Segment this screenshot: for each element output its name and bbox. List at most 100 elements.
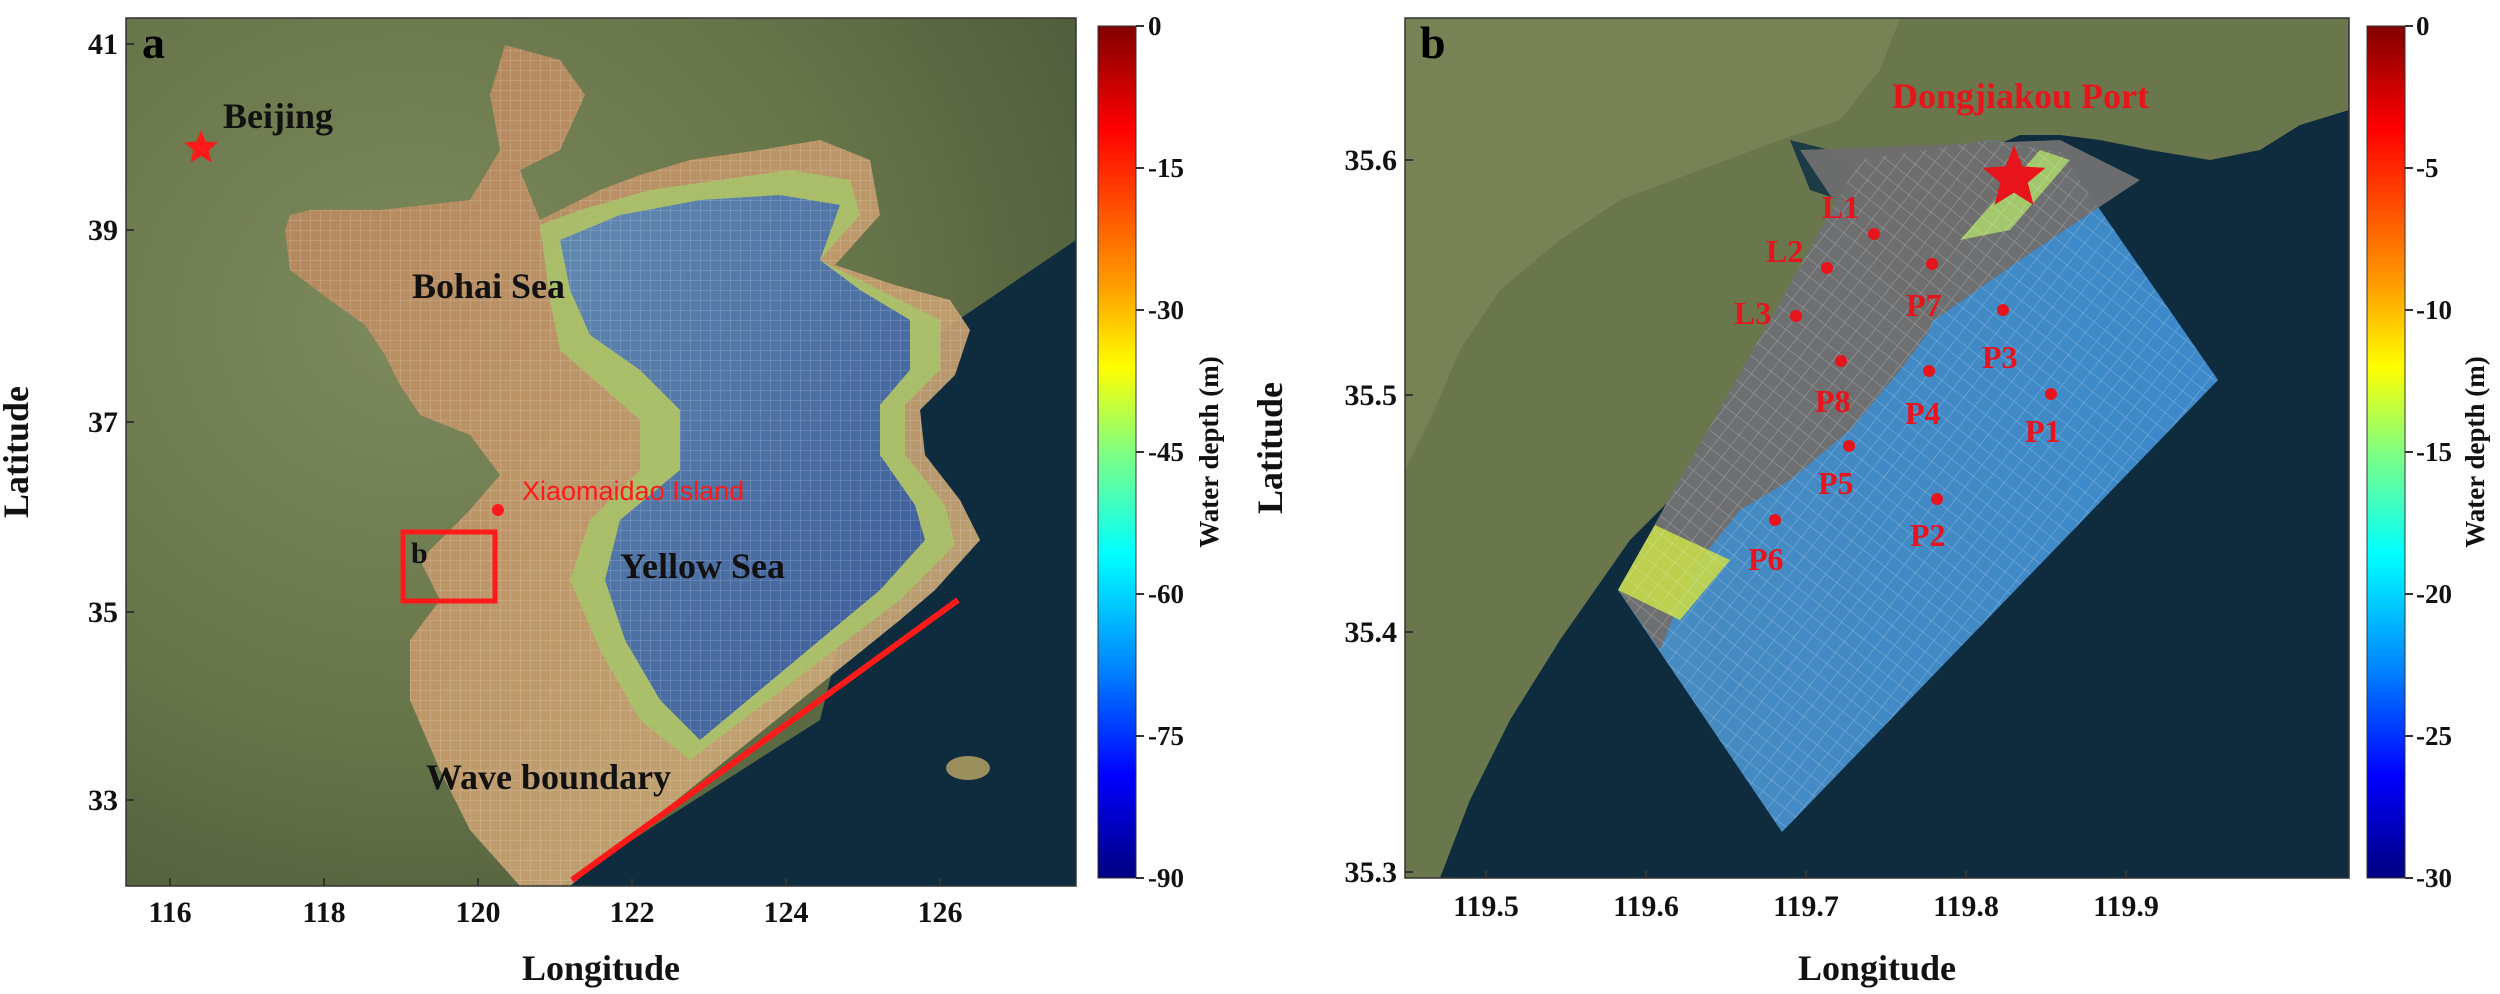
x-tick-label: 119.9: [2093, 890, 2159, 923]
point-label: P2: [1910, 517, 1946, 553]
point-marker-icon: [1835, 355, 1847, 367]
colorbar-tick-label: -75: [1148, 721, 1184, 751]
inset-b-label: b: [411, 537, 428, 570]
east-sea: [560, 240, 1076, 886]
inset-box-icon: [400, 529, 498, 604]
panel-a: Beijing Bohai Sea Yellow Sea Xiaomaidao …: [0, 11, 1224, 988]
point-marker-icon: [2045, 388, 2057, 400]
beijing-label: Beijing: [223, 96, 333, 136]
port-star-icon: [1982, 145, 2046, 205]
panel-a-x-title: Longitude: [522, 948, 680, 988]
colorbar-tick-label: -10: [2416, 295, 2452, 325]
panel-b-frame: [1404, 17, 2350, 879]
x-tick-label: 124: [764, 896, 809, 929]
panel-a-y-title: Latitude: [0, 386, 36, 518]
point-label: P7: [1906, 287, 1942, 323]
panel-a-letter: a: [142, 17, 165, 68]
point-markers: [1769, 228, 2057, 526]
panel-b-colorbar: [2366, 25, 2406, 879]
point-label: P1: [2025, 413, 2061, 449]
bohai-sea-label: Bohai Sea: [412, 266, 565, 306]
panel-a-colorbar-label: Water depth (m): [1194, 356, 1224, 547]
point-label: P6: [1748, 541, 1784, 577]
x-tick-label: 116: [148, 896, 191, 929]
grid-lines: [1618, 140, 2218, 832]
panel-a-frame: [125, 17, 1077, 887]
colorbar-tick-label: -20: [2416, 579, 2452, 609]
point-marker-icon: [1931, 493, 1943, 505]
x-tick-label: 118: [302, 896, 345, 929]
point-label: L1: [1822, 189, 1859, 225]
panel-a-colorbar: [1097, 25, 1137, 879]
mesh-deep-grid: [560, 195, 925, 740]
x-tick-label: 120: [456, 896, 501, 929]
panel-b-y-ticks: 35.6 35.5 35.4 35.3: [1345, 144, 1413, 889]
colorbar-tick-label: -45: [1148, 437, 1184, 467]
xiaomaidao-label: Xiaomaidao Island: [522, 476, 744, 506]
x-tick-label: 119.6: [1613, 890, 1679, 923]
point-label: L3: [1734, 295, 1771, 331]
y-tick-label: 35.4: [1345, 616, 1398, 649]
panel-b: L1 L2 L3 P7 P3 P8 P4 P1 P5 P2 P6 Dongjiakou Port b…: [1250, 11, 2490, 988]
point-marker-icon: [1926, 258, 1938, 270]
point-label: P5: [1818, 465, 1854, 501]
panel-b-colorbar-ticks: 0 -5 -10 -15 -20 -25 -30: [2405, 11, 2452, 893]
point-marker-icon: [1997, 304, 2009, 316]
panel-a-map: Beijing Bohai Sea Yellow Sea Xiaomaidao …: [126, 17, 1076, 886]
land-area: [1405, 18, 2349, 878]
colorbar-tick-label: -30: [2416, 863, 2452, 893]
point-marker-icon: [1868, 228, 1880, 240]
point-marker-icon: [1769, 514, 1781, 526]
xiaomaidao-marker: [492, 504, 504, 516]
point-label: P3: [1982, 339, 2018, 375]
point-marker-icon: [1790, 310, 1802, 322]
colorbar-tick-label: -90: [1148, 863, 1184, 893]
y-tick-label: 35: [88, 596, 118, 629]
x-tick-label: 119.7: [1773, 890, 1839, 923]
panel-a-y-ticks: 41 39 37 35 33: [88, 28, 134, 817]
colorbar-tick-label: -15: [2416, 437, 2452, 467]
x-tick-label: 119.8: [1933, 890, 1999, 923]
jeju-island: [946, 756, 990, 780]
colorbar-tick-label: -30: [1148, 295, 1184, 325]
colorbar-tick-label: -15: [1148, 153, 1184, 183]
star-marker-icon: [183, 130, 219, 163]
point-marker-icon: [1923, 365, 1935, 377]
y-tick-label: 39: [88, 214, 118, 247]
x-tick-label: 119.5: [1453, 890, 1519, 923]
colorbar-tick-label: 0: [1148, 11, 1162, 41]
panel-a-colorbar-ticks: 0 -15 -30 -45 -60 -75 -90: [1136, 11, 1184, 893]
y-tick-label: 35.3: [1345, 856, 1398, 889]
colorbar-tick-label: -60: [1148, 579, 1184, 609]
panel-b-x-title: Longitude: [1798, 948, 1956, 988]
panel-b-map: L1 L2 L3 P7 P3 P8 P4 P1 P5 P2 P6 Dongjiakou Port b: [1405, 17, 2349, 878]
wave-boundary-label: Wave boundary: [426, 757, 671, 797]
panel-b-y-title: Latitude: [1250, 382, 1290, 514]
y-tick-label: 37: [88, 406, 118, 439]
colorbar-tick-label: 0: [2416, 11, 2430, 41]
y-tick-label: 35.5: [1345, 379, 1398, 412]
wave-boundary-line: [570, 597, 960, 883]
panel-b-letter: b: [1420, 17, 1446, 68]
point-marker-icon: [1821, 262, 1833, 274]
port-label: Dongjiakou Port: [1892, 76, 2149, 116]
point-label: L2: [1766, 233, 1803, 269]
point-label: P4: [1905, 395, 1941, 431]
land-detail: [1405, 18, 1900, 470]
point-label: P8: [1815, 383, 1851, 419]
panel-a-x-ticks: 116 118 120 122 124 126: [148, 878, 963, 929]
colorbar-tick-label: -25: [2416, 721, 2452, 751]
x-tick-label: 126: [918, 896, 963, 929]
y-tick-label: 33: [88, 784, 118, 817]
colorbar-tick-label: -5: [2416, 153, 2439, 183]
x-tick-label: 122: [610, 896, 655, 929]
panel-b-colorbar-label: Water depth (m): [2460, 356, 2490, 547]
yellow-sea-label: Yellow Sea: [620, 546, 785, 586]
point-labels: L1 L2 L3 P7 P3 P8 P4 P1 P5 P2 P6: [1734, 189, 2061, 577]
point-marker-icon: [1843, 440, 1855, 452]
y-tick-label: 35.6: [1345, 144, 1398, 177]
y-tick-label: 41: [88, 28, 118, 61]
panel-b-x-ticks: 119.5 119.6 119.7 119.8 119.9: [1453, 870, 2159, 923]
